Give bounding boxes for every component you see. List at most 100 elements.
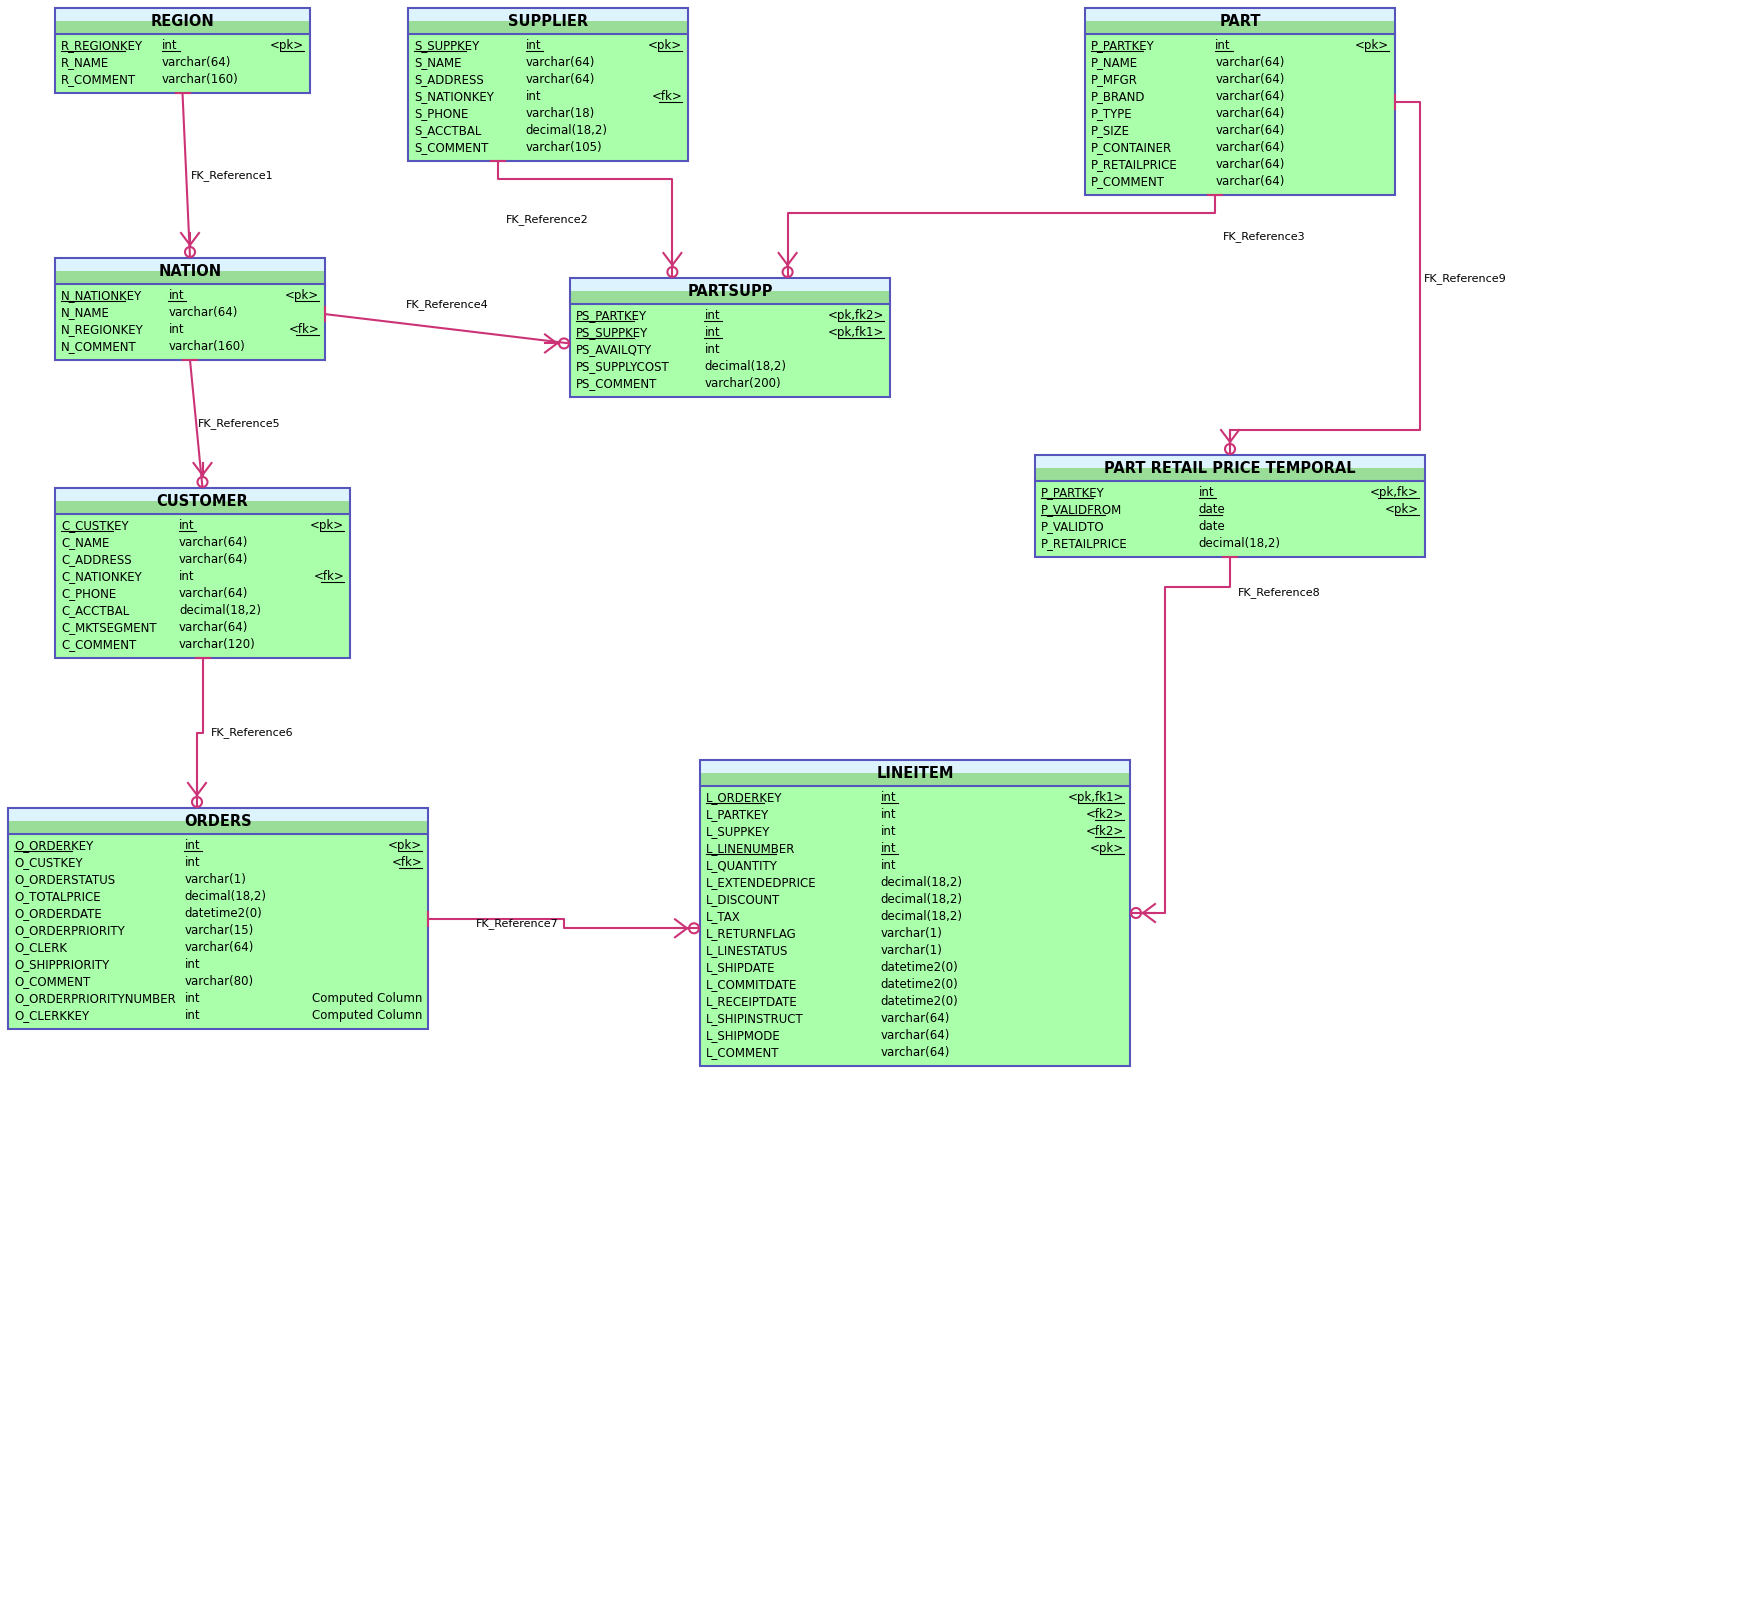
Text: REGION: REGION xyxy=(150,13,215,29)
Text: P_RETAILPRICE: P_RETAILPRICE xyxy=(1040,537,1128,550)
Text: PS_AVAILQTY: PS_AVAILQTY xyxy=(577,344,652,357)
Text: varchar(1): varchar(1) xyxy=(185,873,247,886)
Text: int: int xyxy=(185,1009,199,1022)
Text: S_SUPPKEY: S_SUPPKEY xyxy=(414,38,480,53)
Text: L_RETURNFLAG: L_RETURNFLAG xyxy=(705,927,797,940)
Text: O_ORDERPRIORITY: O_ORDERPRIORITY xyxy=(14,924,125,937)
FancyBboxPatch shape xyxy=(700,787,1130,1067)
Text: O_ORDERSTATUS: O_ORDERSTATUS xyxy=(14,873,115,886)
FancyBboxPatch shape xyxy=(1035,456,1425,469)
Text: varchar(64): varchar(64) xyxy=(880,1046,950,1059)
Text: P_CONTAINER: P_CONTAINER xyxy=(1091,141,1172,154)
Text: int: int xyxy=(185,958,199,971)
Text: varchar(160): varchar(160) xyxy=(169,341,245,353)
Text: C_NATIONKEY: C_NATIONKEY xyxy=(62,569,141,584)
Text: int: int xyxy=(880,859,896,871)
FancyBboxPatch shape xyxy=(55,285,324,360)
Text: PS_SUPPLYCOST: PS_SUPPLYCOST xyxy=(577,360,670,373)
Text: FK_Reference2: FK_Reference2 xyxy=(506,214,589,225)
Text: int: int xyxy=(880,843,896,855)
Text: L_LINENUMBER: L_LINENUMBER xyxy=(705,843,795,855)
Text: PART RETAIL PRICE TEMPORAL: PART RETAIL PRICE TEMPORAL xyxy=(1104,461,1356,475)
Text: FK_Reference9: FK_Reference9 xyxy=(1425,273,1507,283)
Text: P_VALIDTO: P_VALIDTO xyxy=(1040,520,1105,532)
Text: varchar(80): varchar(80) xyxy=(185,975,254,988)
Text: int: int xyxy=(705,309,719,321)
Text: S_ACCTBAL: S_ACCTBAL xyxy=(414,125,481,138)
FancyBboxPatch shape xyxy=(407,8,688,21)
Text: varchar(105): varchar(105) xyxy=(525,141,603,154)
Text: S_PHONE: S_PHONE xyxy=(414,107,469,120)
Text: PS_SUPPKEY: PS_SUPPKEY xyxy=(577,326,649,339)
Text: ORDERS: ORDERS xyxy=(183,814,252,828)
Text: int: int xyxy=(880,825,896,838)
Text: P_RETAILPRICE: P_RETAILPRICE xyxy=(1091,158,1178,171)
Text: varchar(64): varchar(64) xyxy=(1215,107,1285,120)
Text: <fk>: <fk> xyxy=(651,90,682,102)
Text: N_COMMENT: N_COMMENT xyxy=(62,341,138,353)
Text: datetime2(0): datetime2(0) xyxy=(185,907,263,919)
Text: varchar(64): varchar(64) xyxy=(178,536,249,548)
FancyBboxPatch shape xyxy=(1084,34,1395,195)
Text: <pk>: <pk> xyxy=(1090,843,1125,855)
FancyBboxPatch shape xyxy=(407,21,688,34)
Text: varchar(64): varchar(64) xyxy=(1215,56,1285,69)
Text: datetime2(0): datetime2(0) xyxy=(880,979,959,991)
Text: CUSTOMER: CUSTOMER xyxy=(157,494,249,508)
Text: C_ADDRESS: C_ADDRESS xyxy=(62,553,132,566)
Text: C_CUSTKEY: C_CUSTKEY xyxy=(62,520,129,532)
Text: C_COMMENT: C_COMMENT xyxy=(62,638,136,651)
Text: varchar(64): varchar(64) xyxy=(1215,125,1285,138)
Text: int: int xyxy=(705,344,719,357)
Text: P_MFGR: P_MFGR xyxy=(1091,74,1137,86)
Text: FK_Reference6: FK_Reference6 xyxy=(210,728,293,739)
FancyBboxPatch shape xyxy=(569,304,890,397)
Text: varchar(64): varchar(64) xyxy=(1215,158,1285,171)
Text: int: int xyxy=(705,326,719,339)
Text: varchar(64): varchar(64) xyxy=(525,74,594,86)
Text: L_DISCOUNT: L_DISCOUNT xyxy=(705,892,781,907)
Text: FK_Reference7: FK_Reference7 xyxy=(476,918,559,929)
Text: int: int xyxy=(525,90,541,102)
Text: decimal(18,2): decimal(18,2) xyxy=(525,125,608,138)
Text: P_VALIDFROM: P_VALIDFROM xyxy=(1040,504,1123,516)
FancyBboxPatch shape xyxy=(55,500,351,513)
Text: varchar(64): varchar(64) xyxy=(178,587,249,600)
Text: varchar(1): varchar(1) xyxy=(880,927,943,940)
Text: varchar(64): varchar(64) xyxy=(1215,174,1285,189)
Text: <pk>: <pk> xyxy=(647,38,682,53)
Text: S_COMMENT: S_COMMENT xyxy=(414,141,488,154)
Text: P_BRAND: P_BRAND xyxy=(1091,90,1146,102)
Text: Computed Column: Computed Column xyxy=(312,991,421,1006)
FancyBboxPatch shape xyxy=(1035,469,1425,481)
Text: P_SIZE: P_SIZE xyxy=(1091,125,1130,138)
Text: O_ORDERDATE: O_ORDERDATE xyxy=(14,907,102,919)
Text: Computed Column: Computed Column xyxy=(312,1009,421,1022)
Text: int: int xyxy=(169,289,183,302)
Text: <pk>: <pk> xyxy=(1356,38,1389,53)
Text: <pk>: <pk> xyxy=(1386,504,1419,516)
Text: date: date xyxy=(1199,520,1225,532)
Text: PS_PARTKEY: PS_PARTKEY xyxy=(577,309,647,321)
Text: L_COMMITDATE: L_COMMITDATE xyxy=(705,979,797,991)
Text: int: int xyxy=(185,991,199,1006)
Text: int: int xyxy=(162,38,178,53)
FancyBboxPatch shape xyxy=(55,270,324,285)
Text: <fk>: <fk> xyxy=(391,855,421,868)
Text: varchar(64): varchar(64) xyxy=(880,1012,950,1025)
Text: decimal(18,2): decimal(18,2) xyxy=(178,604,261,617)
Text: R_NAME: R_NAME xyxy=(62,56,109,69)
Text: O_TOTALPRICE: O_TOTALPRICE xyxy=(14,891,100,903)
Text: varchar(1): varchar(1) xyxy=(880,943,943,956)
Text: int: int xyxy=(1215,38,1231,53)
Text: O_CLERK: O_CLERK xyxy=(14,940,67,955)
Text: <fk2>: <fk2> xyxy=(1086,807,1125,820)
FancyBboxPatch shape xyxy=(55,34,310,93)
Text: varchar(18): varchar(18) xyxy=(525,107,594,120)
Text: R_REGIONKEY: R_REGIONKEY xyxy=(62,38,143,53)
FancyBboxPatch shape xyxy=(1035,481,1425,556)
Text: datetime2(0): datetime2(0) xyxy=(880,995,959,1007)
Text: decimal(18,2): decimal(18,2) xyxy=(1199,537,1280,550)
Text: L_TAX: L_TAX xyxy=(705,910,740,923)
Text: <pk,fk>: <pk,fk> xyxy=(1370,486,1419,499)
